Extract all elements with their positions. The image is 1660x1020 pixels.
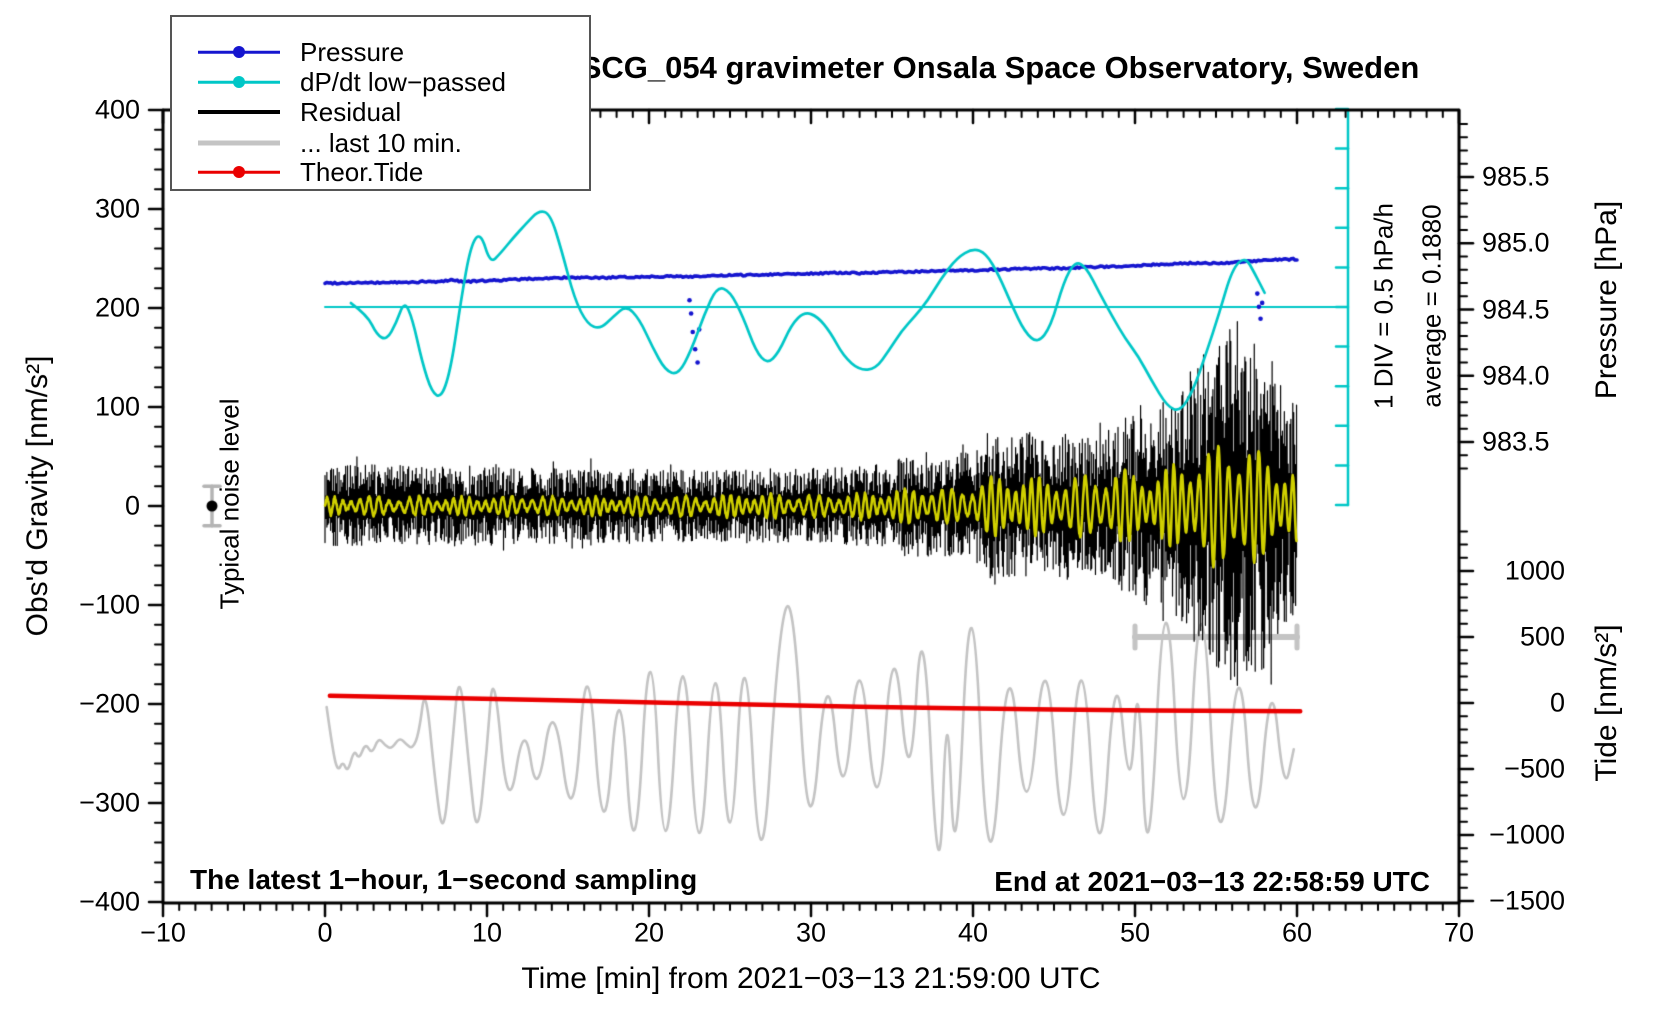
legend-item-last10min: ... last 10 min.	[198, 127, 462, 158]
gravity-tick-label: −100	[79, 589, 140, 620]
y-axis-title-tide: Tide [nm/s²]	[1590, 624, 1623, 782]
gravity-tick-label: 0	[124, 490, 140, 521]
tide-tick-label: 1000	[1504, 555, 1565, 586]
average-note: average = 0.1880	[1416, 204, 1447, 408]
x-tick-label: −10	[140, 917, 186, 948]
tide-tick-label: −500	[1504, 753, 1565, 784]
x-tick-label: 40	[957, 917, 989, 948]
tide-tick-label: 500	[1519, 621, 1565, 652]
x-tick-label: 70	[1443, 917, 1475, 948]
legend-label: Theor.Tide	[300, 156, 424, 187]
y-axis-title-pressure: Pressure [hPa]	[1590, 200, 1623, 400]
pressure-tick-label: 983.5	[1482, 426, 1550, 457]
pressure-tick-label: 985.5	[1482, 161, 1550, 192]
noise-level-note: Typical noise level	[214, 398, 245, 610]
tide-tick-label: −1500	[1489, 885, 1565, 916]
y-axis-title-gravity: Obs'd Gravity [nm/s²]	[21, 355, 54, 637]
last10min-line-icon	[198, 130, 280, 156]
pressure-tick-label: 984.0	[1482, 360, 1550, 391]
x-tick-label: 20	[633, 917, 665, 948]
div-scale-note: 1 DIV = 0.5 hPa/h	[1368, 203, 1399, 409]
sampling-note: The latest 1−hour, 1−second sampling	[190, 864, 698, 895]
pressure-line-icon	[198, 39, 280, 65]
gravity-tick-label: 400	[94, 94, 140, 125]
pressure-tick-label: 985.0	[1482, 227, 1550, 258]
legend-label: Pressure	[300, 36, 405, 67]
gravity-tick-label: 300	[94, 193, 140, 224]
legend-label: ... last 10 min.	[300, 127, 462, 158]
x-tick-label: 0	[317, 917, 333, 948]
tide-tick-label: 0	[1549, 687, 1565, 718]
gravity-tick-label: −300	[79, 787, 140, 818]
x-tick-label: 10	[471, 917, 503, 948]
legend: Pressure dP/dt low−passed Residual ... l…	[170, 15, 591, 191]
legend-item-residual: Residual	[198, 96, 402, 127]
end-time-note: End at 2021−03−13 22:58:59 UTC	[994, 866, 1430, 897]
pressure-tick-label: 984.5	[1482, 294, 1550, 324]
chart-title: SCG_054 gravimeter Onsala Space Observat…	[580, 50, 1420, 85]
legend-label: Residual	[300, 96, 402, 127]
legend-item-theortide: Theor.Tide	[198, 156, 424, 187]
residual-line-icon	[198, 99, 280, 125]
dpdt-line-icon	[198, 69, 280, 95]
x-tick-label: 50	[1119, 917, 1151, 948]
gravity-tick-label: 200	[94, 292, 140, 323]
tide-tick-label: −1000	[1489, 819, 1565, 850]
legend-item-dpdt: dP/dt low−passed	[198, 66, 506, 97]
legend-item-pressure: Pressure	[198, 36, 405, 67]
gravity-tick-label: −400	[79, 886, 140, 917]
x-tick-label: 30	[795, 917, 827, 948]
theortide-line-icon	[198, 159, 280, 185]
legend-label: dP/dt low−passed	[300, 66, 506, 97]
x-tick-label: 60	[1281, 917, 1313, 948]
gravity-tick-label: 100	[94, 391, 140, 422]
gravity-tick-label: −200	[79, 688, 140, 719]
x-axis-title: Time [min] from 2021−03−13 21:59:00 UTC	[521, 962, 1101, 995]
